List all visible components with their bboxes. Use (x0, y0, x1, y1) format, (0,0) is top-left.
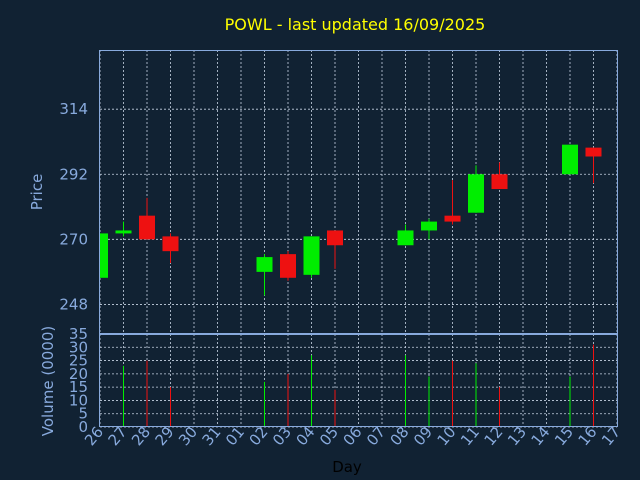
candle-body (585, 147, 602, 157)
volume-tick-label: 0 (78, 418, 88, 436)
candle-body (491, 174, 508, 190)
volume-tick-label: 10 (69, 391, 88, 409)
volume-grid (99, 333, 618, 428)
volume-panel-frame (99, 334, 618, 427)
price-tick-label: 248 (59, 295, 88, 313)
volume-tick-label: 30 (69, 338, 88, 356)
volume-axis-label: Volume (0000) (39, 326, 57, 436)
volume-tick-label: 20 (69, 365, 88, 383)
price-grid (99, 50, 618, 334)
candle-body (303, 236, 320, 275)
candle-body (468, 174, 484, 213)
candle-body (327, 230, 343, 246)
price-tick-labels: 248 270 292 314 (59, 100, 88, 313)
volume-tick-label: 5 (78, 405, 88, 423)
candle-body (162, 236, 179, 252)
candles (99, 144, 602, 296)
candle-body (444, 215, 461, 222)
volume-tick-label: 15 (69, 378, 88, 396)
price-axis-label: Price (28, 174, 46, 211)
price-tick-label: 292 (59, 165, 88, 183)
volume-bars (123, 344, 594, 427)
candle-body (115, 230, 132, 234)
candle-body (100, 233, 108, 278)
candle-body (280, 254, 296, 278)
price-tick-label: 314 (59, 100, 88, 118)
candle-body (397, 230, 414, 246)
price-panel-frame (99, 50, 618, 334)
chart-title: POWL - last updated 16/09/2025 (225, 15, 486, 34)
candle-body (139, 215, 155, 240)
candle-body (256, 257, 273, 272)
candle-body (562, 144, 578, 175)
price-tick-label: 270 (59, 230, 88, 248)
volume-tick-label: 25 (69, 352, 88, 370)
candle-body (421, 221, 437, 231)
x-axis-label: Day (332, 458, 362, 476)
volume-tick-label: 35 (69, 325, 88, 343)
